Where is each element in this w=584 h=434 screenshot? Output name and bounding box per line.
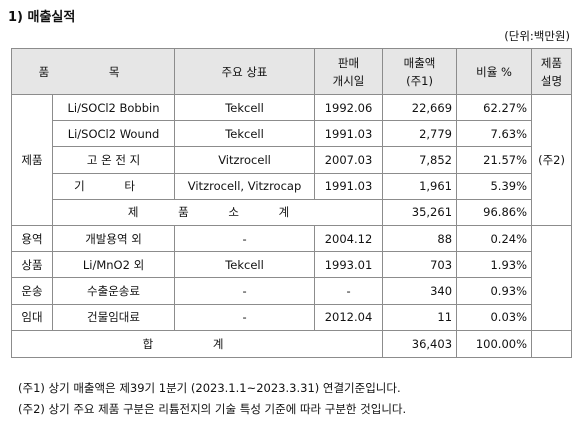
total-ratio: 100.00% [456, 329, 533, 358]
header-item: 품 목 [10, 48, 176, 95]
cell-ratio: 0.93% [456, 277, 533, 305]
table-header-row: 품 목 주요 상표 판매 개시일 매출액 (주1) 비율 % 제품 설명 [10, 48, 573, 95]
total-sales: 36,403 [382, 329, 458, 358]
cell-ratio: 1.93% [456, 251, 533, 279]
cell-ratio: 62.27% [456, 93, 533, 122]
cell-date: - [314, 277, 384, 305]
header-launch: 판매 개시일 [314, 48, 384, 95]
group-label-product: 제품 [11, 94, 53, 226]
cell-brand: - [174, 224, 316, 253]
cell-brand: Tekcell [174, 120, 316, 148]
cell-sales: 703 [382, 251, 458, 279]
remark-product: (주2) [531, 94, 573, 226]
cell-brand: Tekcell [174, 251, 316, 279]
header-remark-line2: 설명 [540, 73, 563, 88]
subtotal-label: 제 품 소 계 [51, 198, 384, 226]
header-sales: 매출액 (주1) [382, 48, 458, 95]
cell-item: 개발용역 외 [51, 224, 176, 253]
header-launch-line1: 판매 [337, 55, 360, 70]
sales-table: 품 목 주요 상표 판매 개시일 매출액 (주1) 비율 % 제품 설명 제품 … [10, 48, 573, 358]
cell-ratio: 7.63% [456, 120, 533, 148]
cell-date: 1991.03 [314, 172, 384, 200]
table-row: 임대 건물임대료 - 2012.04 11 0.03% [11, 303, 572, 331]
remark-empty [531, 224, 573, 331]
cell-item: Li/MnO2 외 [51, 251, 176, 279]
cell-date: 2004.12 [314, 224, 384, 253]
header-remark: 제품 설명 [531, 48, 573, 95]
header-sales-line2: (주1) [406, 73, 433, 88]
cell-brand: - [174, 303, 316, 331]
total-remark-empty [531, 329, 573, 358]
subtotal-sales: 35,261 [382, 198, 458, 226]
table-row: 운송 수출운송료 - - 340 0.93% [11, 277, 572, 305]
footnotes: (주1) 상기 매출액은 제39기 1분기 (2023.1.1~2023.3.3… [18, 378, 406, 420]
cell-item: 건물임대료 [51, 303, 176, 331]
subtotal-ratio: 96.86% [456, 198, 533, 226]
cell-sales: 22,669 [382, 93, 458, 122]
footnote-1: (주1) 상기 매출액은 제39기 1분기 (2023.1.1~2023.3.3… [18, 381, 401, 395]
header-launch-line2: 개시일 [332, 73, 365, 88]
group-label-transport: 운송 [11, 277, 53, 305]
total-label: 합 계 [10, 329, 384, 358]
cell-item: Li/SOCl2 Wound [51, 120, 176, 148]
cell-sales: 340 [382, 277, 458, 305]
footnote-2: (주2) 상기 주요 제품 구분은 리튬전지의 기술 특성 기준에 따라 구분한… [18, 402, 407, 416]
header-remark-line1: 제품 [540, 55, 563, 70]
table-row: 기 타 Vitzrocell, Vitzrocap 1991.03 1,961 … [12, 172, 572, 200]
cell-ratio: 0.24% [456, 224, 533, 253]
cell-ratio: 5.39% [456, 172, 533, 200]
cell-date: 1993.01 [314, 251, 384, 279]
cell-brand: Tekcell [174, 93, 316, 122]
subtotal-row: 제 품 소 계 35,261 96.86% [12, 198, 572, 226]
group-label-lease: 임대 [11, 303, 53, 331]
cell-item: 수출운송료 [51, 277, 176, 305]
cell-date: 2007.03 [314, 146, 384, 174]
cell-item: Li/SOCl2 Bobbin [51, 93, 176, 122]
section-title: 1) 매출실적 [8, 10, 76, 25]
cell-item: 고 온 전 지 [51, 146, 176, 174]
cell-sales: 7,852 [382, 146, 458, 174]
cell-date: 2012.04 [314, 303, 384, 331]
table-row: 상품 Li/MnO2 외 Tekcell 1993.01 703 1.93% [11, 251, 572, 279]
cell-item: 기 타 [51, 172, 176, 200]
group-label-service: 용역 [11, 224, 53, 253]
cell-sales: 1,961 [382, 172, 458, 200]
header-ratio: 비율 % [456, 48, 533, 95]
cell-sales: 11 [382, 303, 458, 331]
cell-sales: 2,779 [382, 120, 458, 148]
cell-brand: - [174, 277, 316, 305]
table-row: 고 온 전 지 Vitzrocell 2007.03 7,852 21.57% [12, 146, 572, 174]
table-row: 용역 개발용역 외 - 2004.12 88 0.24% [11, 224, 573, 331]
cell-brand: Vitzrocell, Vitzrocap [174, 172, 316, 200]
cell-sales: 88 [382, 224, 458, 253]
header-brand: 주요 상표 [174, 48, 316, 95]
header-sales-line1: 매출액 [403, 55, 436, 70]
total-row: 합 계 36,403 100.00% [10, 329, 573, 358]
cell-ratio: 21.57% [456, 146, 533, 174]
cell-date: 1992.06 [314, 93, 384, 122]
cell-date: 1991.03 [314, 120, 384, 148]
group-label-goods: 상품 [11, 251, 53, 279]
cell-brand: Vitzrocell [174, 146, 316, 174]
table-row: 제품 Li/SOCl2 Bobbin Tekcell 1992.06 22,66… [11, 93, 573, 226]
cell-ratio: 0.03% [456, 303, 533, 331]
unit-note: (단위:백만원) [504, 29, 570, 43]
table-row: Li/SOCl2 Wound Tekcell 1991.03 2,779 7.6… [12, 120, 572, 148]
